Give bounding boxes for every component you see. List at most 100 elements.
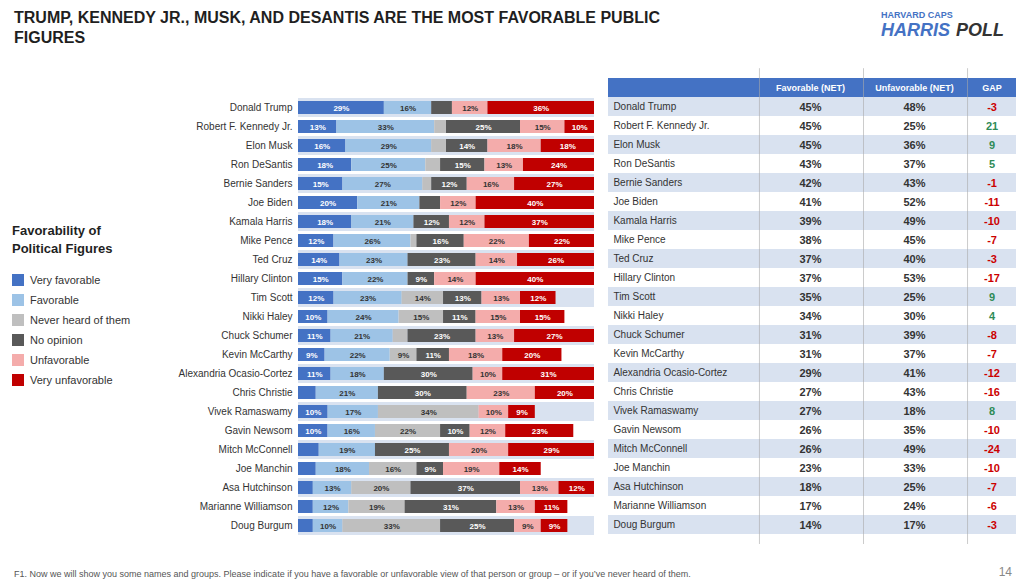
svg-text:49%: 49%: [903, 215, 925, 227]
svg-text:13%: 13%: [496, 161, 512, 170]
svg-text:Joe Biden: Joe Biden: [248, 197, 292, 208]
svg-text:25%: 25%: [903, 291, 925, 303]
svg-text:Ron DeSantis: Ron DeSantis: [231, 159, 293, 170]
svg-text:37%: 37%: [903, 158, 925, 170]
svg-text:16%: 16%: [344, 427, 360, 436]
svg-text:23%: 23%: [799, 462, 821, 474]
svg-text:10%: 10%: [320, 522, 336, 531]
svg-text:14%: 14%: [459, 142, 475, 151]
svg-text:34%: 34%: [421, 408, 437, 417]
svg-text:37%: 37%: [799, 253, 821, 265]
svg-text:Asa Hutchinson: Asa Hutchinson: [222, 482, 292, 493]
svg-text:29%: 29%: [544, 446, 560, 455]
svg-text:21%: 21%: [339, 389, 355, 398]
svg-text:27%: 27%: [547, 332, 563, 341]
svg-text:24%: 24%: [356, 313, 372, 322]
svg-text:-3: -3: [987, 253, 997, 265]
svg-text:-7: -7: [987, 481, 997, 493]
svg-text:12%: 12%: [480, 427, 496, 436]
svg-text:10%: 10%: [305, 427, 321, 436]
svg-text:18%: 18%: [335, 465, 351, 474]
svg-text:25%: 25%: [903, 120, 925, 132]
svg-text:12%: 12%: [308, 294, 324, 303]
svg-text:16%: 16%: [483, 180, 499, 189]
svg-text:Robert F. Kennedy Jr.: Robert F. Kennedy Jr.: [196, 121, 292, 132]
svg-text:26%: 26%: [799, 443, 821, 455]
svg-text:27%: 27%: [547, 180, 563, 189]
svg-text:37%: 37%: [903, 348, 925, 360]
svg-text:14%: 14%: [799, 519, 821, 531]
svg-text:25%: 25%: [381, 161, 397, 170]
svg-text:Doug Burgum: Doug Burgum: [231, 520, 293, 531]
svg-text:-10: -10: [984, 215, 1000, 227]
svg-text:26%: 26%: [799, 424, 821, 436]
svg-text:41%: 41%: [903, 367, 925, 379]
svg-text:Chuck Schumer: Chuck Schumer: [221, 330, 293, 341]
svg-text:24%: 24%: [551, 161, 567, 170]
svg-text:Favorable (NET): Favorable (NET): [776, 83, 845, 93]
svg-text:22%: 22%: [367, 275, 383, 284]
svg-text:13%: 13%: [325, 484, 341, 493]
svg-text:41%: 41%: [799, 196, 821, 208]
svg-text:Nikki Haley: Nikki Haley: [242, 311, 292, 322]
svg-text:43%: 43%: [903, 177, 925, 189]
svg-text:-10: -10: [984, 424, 1000, 436]
svg-text:17%: 17%: [799, 500, 821, 512]
svg-text:23%: 23%: [360, 294, 376, 303]
svg-text:42%: 42%: [799, 177, 821, 189]
svg-text:9%: 9%: [416, 275, 428, 284]
svg-text:22%: 22%: [350, 351, 366, 360]
svg-text:13%: 13%: [487, 332, 503, 341]
svg-text:9: 9: [989, 291, 995, 303]
svg-text:-3: -3: [987, 101, 997, 113]
svg-text:12%: 12%: [569, 484, 585, 493]
svg-text:-3: -3: [987, 519, 997, 531]
svg-text:11%: 11%: [425, 351, 441, 360]
svg-text:21%: 21%: [354, 332, 370, 341]
svg-text:10%: 10%: [480, 370, 496, 379]
svg-text:21%: 21%: [375, 218, 391, 227]
svg-text:40%: 40%: [527, 275, 543, 284]
svg-text:45%: 45%: [799, 120, 821, 132]
svg-text:5: 5: [989, 158, 995, 170]
svg-text:12%: 12%: [450, 199, 466, 208]
svg-text:25%: 25%: [404, 446, 420, 455]
svg-text:23%: 23%: [493, 389, 509, 398]
svg-text:9%: 9%: [424, 465, 436, 474]
svg-text:25%: 25%: [470, 522, 486, 531]
svg-text:15%: 15%: [313, 275, 329, 284]
svg-text:Chuck Schumer: Chuck Schumer: [613, 329, 685, 340]
svg-text:15%: 15%: [535, 313, 551, 322]
svg-text:20%: 20%: [557, 389, 573, 398]
svg-text:18%: 18%: [317, 218, 333, 227]
svg-text:18%: 18%: [903, 405, 925, 417]
svg-text:Kamala Harris: Kamala Harris: [229, 216, 292, 227]
svg-text:16%: 16%: [400, 104, 416, 113]
svg-text:30%: 30%: [421, 370, 437, 379]
svg-text:13%: 13%: [493, 294, 509, 303]
svg-text:Robert F. Kennedy Jr.: Robert F. Kennedy Jr.: [613, 120, 709, 131]
svg-text:16%: 16%: [385, 465, 401, 474]
svg-text:-6: -6: [987, 500, 997, 512]
svg-text:-11: -11: [984, 196, 999, 208]
svg-text:12%: 12%: [308, 237, 324, 246]
svg-text:39%: 39%: [799, 215, 821, 227]
svg-text:37%: 37%: [532, 218, 548, 227]
svg-text:10%: 10%: [305, 313, 321, 322]
svg-text:23%: 23%: [366, 256, 382, 265]
svg-text:12%: 12%: [323, 503, 339, 512]
svg-text:Gavin Newsom: Gavin Newsom: [613, 424, 681, 435]
svg-text:40%: 40%: [903, 253, 925, 265]
svg-text:-7: -7: [987, 348, 997, 360]
svg-text:18%: 18%: [468, 351, 484, 360]
svg-text:18%: 18%: [799, 481, 821, 493]
svg-text:8: 8: [989, 405, 995, 417]
svg-text:15%: 15%: [313, 180, 329, 189]
svg-text:Mitch McConnell: Mitch McConnell: [219, 444, 293, 455]
svg-text:23%: 23%: [532, 427, 548, 436]
svg-text:-7: -7: [987, 234, 997, 246]
svg-text:12%: 12%: [530, 294, 546, 303]
svg-text:Mitch McConnell: Mitch McConnell: [613, 443, 687, 454]
svg-text:14%: 14%: [489, 256, 505, 265]
svg-text:Donald Trump: Donald Trump: [230, 102, 293, 113]
